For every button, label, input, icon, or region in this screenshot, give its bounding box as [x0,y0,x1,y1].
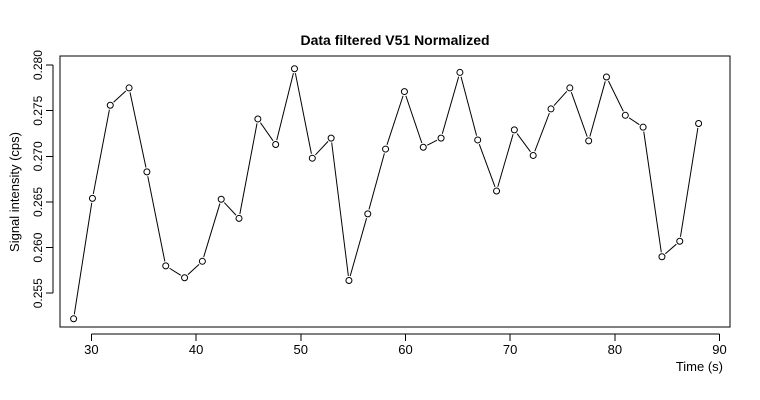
series-segment [147,176,166,262]
series-segment [223,202,237,216]
series-segment [315,141,329,156]
data-point [106,101,114,109]
data-point [345,276,353,284]
series-segment [553,90,568,106]
series-segment [92,109,110,195]
series-segment [169,267,182,276]
data-point [125,84,133,92]
x-axis: 30 40 50 60 70 80 90 [84,333,727,357]
data-point [658,253,666,261]
data-point [456,68,464,76]
data-point [198,257,206,265]
x-tick-label: 30 [84,342,98,357]
data-point [143,168,151,176]
data-point [235,214,243,222]
x-tick-label: 80 [608,342,622,357]
series-segment [478,143,496,187]
series-segment [331,142,349,277]
series-segment [665,243,677,255]
series-segment [643,131,662,253]
series-segment [349,218,368,277]
data-point [70,315,78,323]
data-point [181,274,189,282]
data-point [254,115,262,123]
y-tick-label: 0.265 [31,187,45,217]
series-segment [589,81,606,137]
series-segment [628,117,640,126]
data-point [676,237,684,245]
y-tick-label: 0.260 [31,232,45,262]
series-segment [239,123,258,215]
data-point [419,143,427,151]
series-segment [427,139,438,146]
series-segment [129,92,147,168]
data-point [547,105,555,113]
data-point [272,141,280,149]
data-point [529,151,537,159]
data-point [327,134,335,142]
data-point [308,154,316,162]
data-point [400,88,408,96]
data-point [695,120,703,128]
x-axis-label: Time (s) [676,359,723,374]
data-point [602,73,610,81]
series-segment [460,76,478,136]
y-tick-label: 0.280 [31,50,45,80]
series-segment [368,153,385,210]
series-segment [405,95,423,144]
data-point [437,134,445,142]
x-tick-label: 60 [398,342,412,357]
series-1 [70,65,703,323]
x-tick-label: 40 [189,342,203,357]
series-segment [73,202,93,315]
series-segment [187,263,200,276]
series-segment [516,133,531,153]
data-point [621,111,629,119]
plot-area-frame [59,55,731,328]
series-segment [294,73,312,154]
y-axis: 0.255 0.260 0.265 0.270 0.275 0.280 [31,50,54,308]
data-point [217,195,225,203]
data-point [566,84,574,92]
data-point [162,262,170,270]
series-segment [386,95,404,145]
data-point [585,137,593,145]
data-point [510,126,518,134]
series-segment [276,73,294,141]
series-segment [679,127,699,237]
series-segment [608,80,624,112]
y-tick-label: 0.255 [31,278,45,308]
y-tick-label: 0.270 [31,141,45,171]
y-axis-label: Signal intensity (cps) [7,132,22,252]
chart-title: Data filtered V51 Normalized [300,32,489,48]
data-point [474,136,482,144]
series-segment [113,90,127,103]
x-tick-label: 50 [294,342,308,357]
data-point [291,65,298,73]
data-point [639,123,647,131]
series-segment [203,203,221,258]
series-segment [441,76,460,134]
series-segment [260,122,274,142]
series-segment [534,112,550,152]
x-tick-label: 70 [503,342,517,357]
y-tick-label: 0.275 [31,95,45,125]
data-point [493,187,501,195]
data-point [364,210,372,218]
data-point [382,145,390,153]
series-segment [497,134,514,187]
series-segment [570,92,588,137]
data-point [88,194,96,202]
x-tick-label: 90 [712,342,726,357]
